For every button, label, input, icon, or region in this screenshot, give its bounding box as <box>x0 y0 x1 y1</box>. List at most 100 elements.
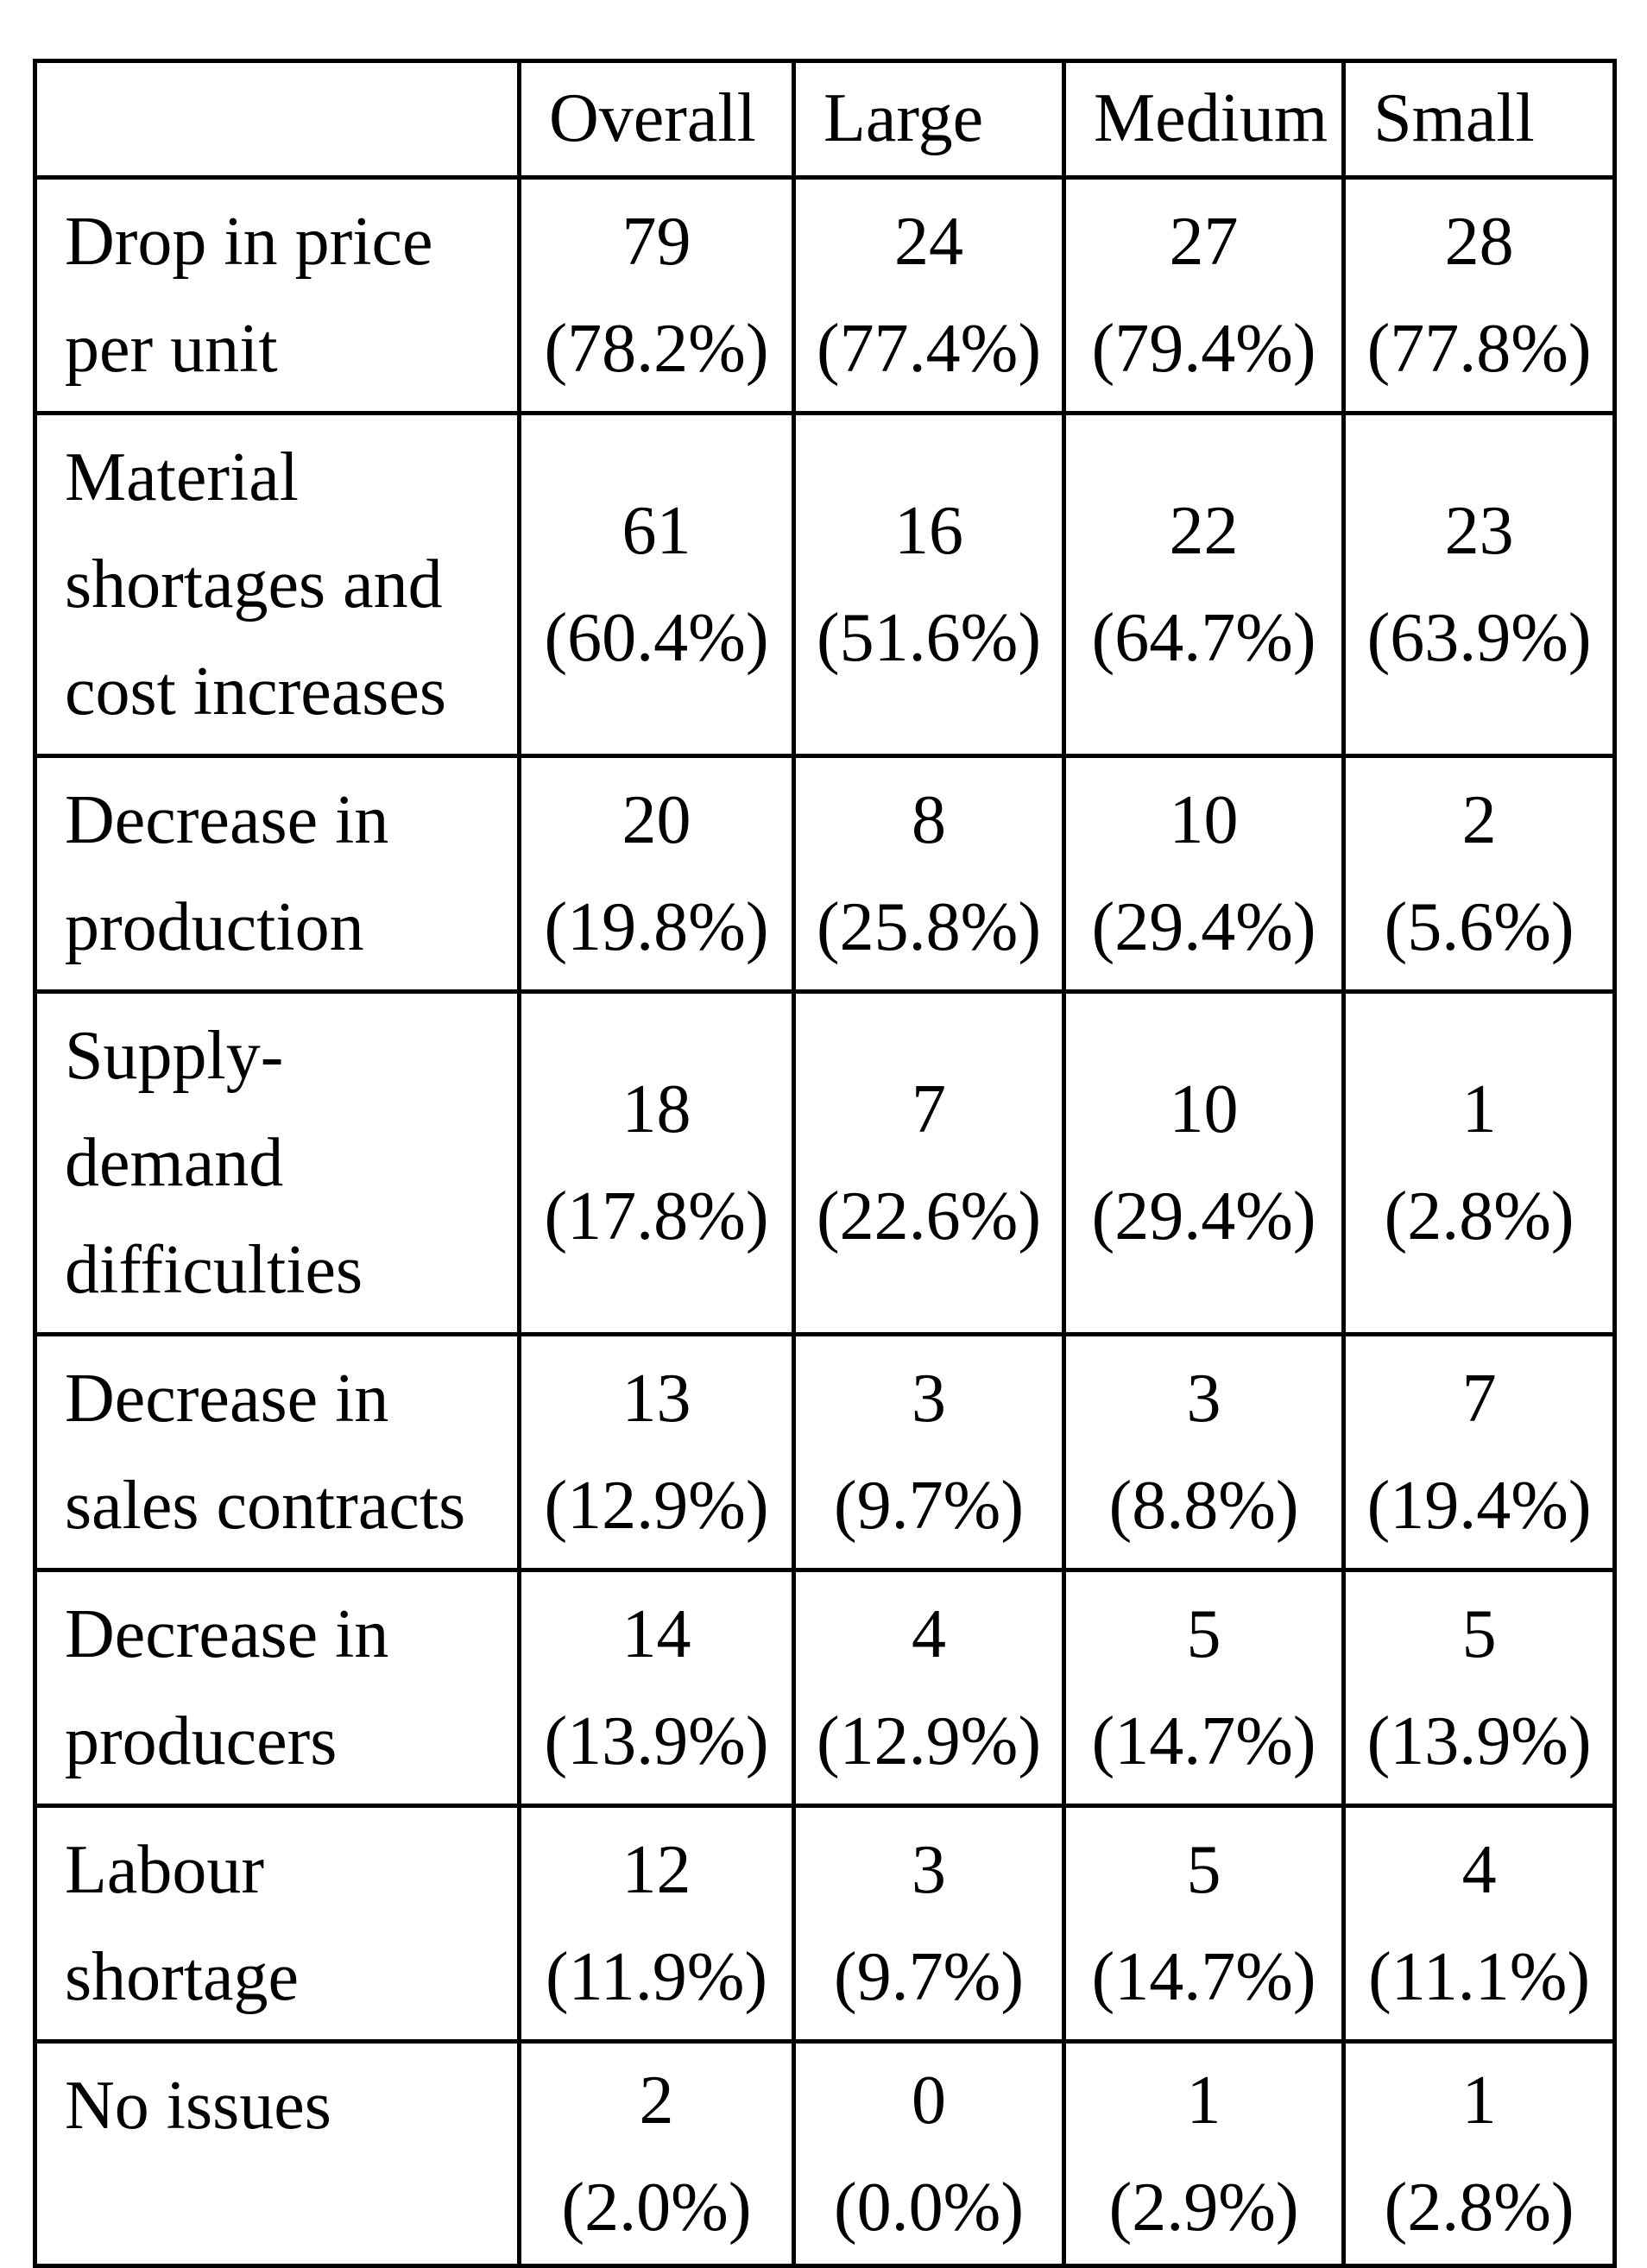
percent-value: (9.7%) <box>834 1939 1024 2015</box>
table-row: Decrease in producers 14 (13.9%) 4 (12.9… <box>33 1568 1618 1808</box>
count-value: 1 <box>1461 1071 1497 1147</box>
count-value: 3 <box>912 1361 946 1437</box>
data-cell: 2 (5.6%) <box>1341 754 1618 994</box>
data-cell: 12 (11.9%) <box>517 1804 796 2044</box>
header-row: Overall Large Medium Small <box>33 59 1618 180</box>
data-cell: 10 (29.4%) <box>1061 989 1347 1336</box>
count-value: 1 <box>1186 2062 1221 2138</box>
percent-value: (2.9%) <box>1108 2169 1299 2246</box>
percent-value: (29.4%) <box>1091 889 1316 965</box>
count-value: 28 <box>1444 204 1514 280</box>
count-value: 23 <box>1444 493 1514 569</box>
percent-value: (29.4%) <box>1091 1178 1316 1254</box>
row-label: Material shortages and cost increases <box>33 411 521 758</box>
percent-value: (12.9%) <box>817 1703 1041 1779</box>
count-value: 13 <box>622 1361 691 1437</box>
count-value: 1 <box>1461 2062 1497 2138</box>
table-row: Drop in price per unit 79 (78.2%) 24 (77… <box>33 175 1618 415</box>
percent-value: (17.8%) <box>544 1178 769 1254</box>
data-cell: 4 (11.1%) <box>1341 1804 1618 2044</box>
data-cell: 10 (29.4%) <box>1061 754 1347 994</box>
count-value: 7 <box>1461 1361 1497 1437</box>
count-value: 16 <box>894 493 963 569</box>
data-cell: 28 (77.8%) <box>1341 175 1618 415</box>
row-label: Decrease in producers <box>33 1568 521 1808</box>
percent-value: (14.7%) <box>1091 1939 1316 2015</box>
count-value: 2 <box>639 2062 674 2138</box>
percent-value: (64.7%) <box>1091 600 1316 676</box>
data-cell: 3 (9.7%) <box>792 1332 1066 1572</box>
count-value: 3 <box>1186 1361 1221 1437</box>
count-value: 10 <box>1169 782 1239 858</box>
count-value: 4 <box>912 1596 946 1672</box>
count-value: 7 <box>912 1071 946 1147</box>
percent-value: (78.2%) <box>544 311 769 387</box>
count-value: 5 <box>1186 1596 1221 1672</box>
percent-value: (11.1%) <box>1368 1939 1591 2015</box>
data-cell: 1 (2.9%) <box>1061 2039 1347 2268</box>
count-value: 5 <box>1186 1832 1221 1908</box>
table-row: Supply-demand difficulties 18 (17.8%) 7 … <box>33 989 1618 1336</box>
data-cell: 4 (12.9%) <box>792 1568 1066 1808</box>
percent-value: (14.7%) <box>1091 1703 1316 1779</box>
row-label: Decrease in sales contracts <box>33 1332 521 1572</box>
percent-value: (13.9%) <box>544 1703 769 1779</box>
data-cell: 61 (60.4%) <box>517 411 796 758</box>
row-label: Drop in price per unit <box>33 175 521 415</box>
percent-value: (79.4%) <box>1091 311 1316 387</box>
data-cell: 3 (8.8%) <box>1061 1332 1347 1572</box>
data-cell: 16 (51.6%) <box>792 411 1066 758</box>
column-header-medium: Medium <box>1061 59 1347 180</box>
percent-value: (19.8%) <box>544 889 769 965</box>
data-cell: 5 (14.7%) <box>1061 1804 1347 2044</box>
column-header-small: Small <box>1341 59 1618 180</box>
count-value: 14 <box>622 1596 691 1672</box>
survey-issues-table: Overall Large Medium Small Drop in price… <box>33 59 1618 2268</box>
table-row: Decrease in sales contracts 13 (12.9%) 3… <box>33 1332 1618 1572</box>
row-label: Labour shortage <box>33 1804 521 2044</box>
percent-value: (8.8%) <box>1108 1468 1299 1544</box>
data-cell: 7 (19.4%) <box>1341 1332 1618 1572</box>
row-label: Decrease in production <box>33 754 521 994</box>
data-cell: 2 (2.0%) <box>517 2039 796 2268</box>
row-label: No issues <box>33 2039 521 2268</box>
percent-value: (11.9%) <box>546 1939 767 2015</box>
count-value: 4 <box>1461 1832 1497 1908</box>
table-row: No issues 2 (2.0%) 0 (0.0%) 1 (2.9%) 1 (… <box>33 2039 1618 2268</box>
corner-cell <box>33 59 521 180</box>
data-cell: 23 (63.9%) <box>1341 411 1618 758</box>
data-cell: 0 (0.0%) <box>792 2039 1066 2268</box>
column-header-large: Large <box>792 59 1066 180</box>
count-value: 22 <box>1169 493 1239 569</box>
percent-value: (2.8%) <box>1384 1178 1574 1254</box>
percent-value: (19.4%) <box>1366 1468 1592 1544</box>
percent-value: (25.8%) <box>817 889 1041 965</box>
data-cell: 18 (17.8%) <box>517 989 796 1336</box>
percent-value: (22.6%) <box>817 1178 1041 1254</box>
percent-value: (77.8%) <box>1366 311 1592 387</box>
percent-value: (12.9%) <box>544 1468 769 1544</box>
count-value: 20 <box>622 782 691 858</box>
count-value: 12 <box>622 1832 691 1908</box>
data-cell: 5 (13.9%) <box>1341 1568 1618 1808</box>
percent-value: (5.6%) <box>1384 889 1574 965</box>
data-cell: 8 (25.8%) <box>792 754 1066 994</box>
data-cell: 13 (12.9%) <box>517 1332 796 1572</box>
count-value: 24 <box>894 204 963 280</box>
percent-value: (63.9%) <box>1366 600 1592 676</box>
count-value: 79 <box>622 204 691 280</box>
percent-value: (51.6%) <box>817 600 1041 676</box>
data-cell: 3 (9.7%) <box>792 1804 1066 2044</box>
count-value: 3 <box>912 1832 946 1908</box>
percent-value: (0.0%) <box>834 2169 1024 2246</box>
count-value: 0 <box>912 2062 946 2138</box>
percent-value: (2.0%) <box>561 2169 752 2246</box>
count-value: 2 <box>1461 782 1497 858</box>
table-row: Material shortages and cost increases 61… <box>33 411 1618 758</box>
data-cell: 79 (78.2%) <box>517 175 796 415</box>
data-cell: 7 (22.6%) <box>792 989 1066 1336</box>
row-label: Supply-demand difficulties <box>33 989 521 1336</box>
count-value: 5 <box>1461 1596 1497 1672</box>
data-cell: 5 (14.7%) <box>1061 1568 1347 1808</box>
data-cell: 14 (13.9%) <box>517 1568 796 1808</box>
